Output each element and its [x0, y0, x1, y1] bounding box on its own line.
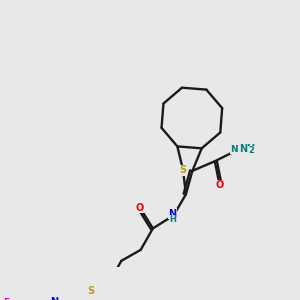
Text: 2: 2 [249, 146, 254, 155]
Text: F: F [3, 298, 9, 300]
Text: 2: 2 [246, 146, 251, 155]
Text: H: H [169, 215, 176, 224]
Text: NH: NH [230, 145, 245, 154]
Text: NH: NH [239, 144, 255, 154]
Text: O: O [136, 203, 144, 213]
Text: S: S [88, 286, 94, 296]
Text: O: O [215, 180, 224, 190]
Text: S: S [179, 165, 187, 175]
Text: N: N [168, 208, 176, 219]
Text: N: N [50, 297, 58, 300]
